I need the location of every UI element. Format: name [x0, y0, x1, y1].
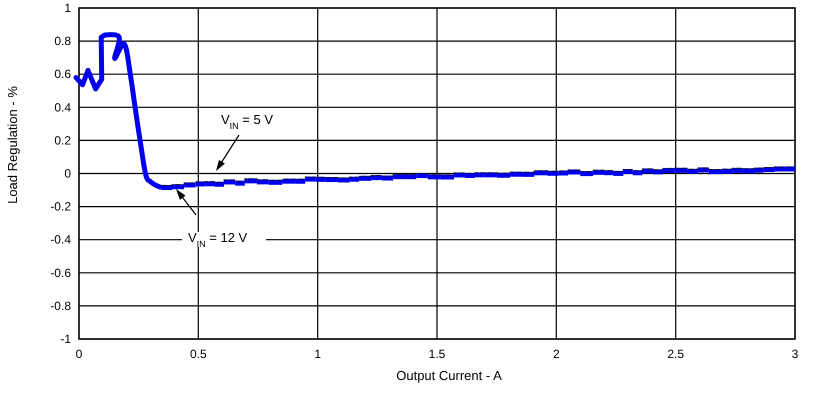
svg-text:2.5: 2.5 [667, 347, 684, 361]
svg-text:1: 1 [314, 347, 321, 361]
svg-text:0.6: 0.6 [54, 67, 71, 81]
svg-text:-1: -1 [60, 332, 71, 346]
svg-text:-0.8: -0.8 [50, 299, 71, 313]
svg-text:1: 1 [64, 1, 71, 15]
svg-text:Output Current - A: Output Current - A [396, 368, 502, 383]
svg-text:-0.4: -0.4 [50, 233, 71, 247]
svg-text:-0.6: -0.6 [50, 266, 71, 280]
svg-text:-0.2: -0.2 [50, 200, 71, 214]
svg-text:0.8: 0.8 [54, 34, 71, 48]
svg-text:1.5: 1.5 [429, 347, 446, 361]
svg-text:0: 0 [76, 347, 83, 361]
svg-text:2: 2 [553, 347, 560, 361]
svg-text:3: 3 [792, 347, 799, 361]
svg-text:Load Regulation - %: Load Regulation - % [5, 86, 20, 204]
svg-text:0: 0 [64, 167, 71, 181]
svg-text:0.4: 0.4 [54, 100, 71, 114]
svg-text:0.2: 0.2 [54, 133, 71, 147]
svg-text:0.5: 0.5 [190, 347, 207, 361]
